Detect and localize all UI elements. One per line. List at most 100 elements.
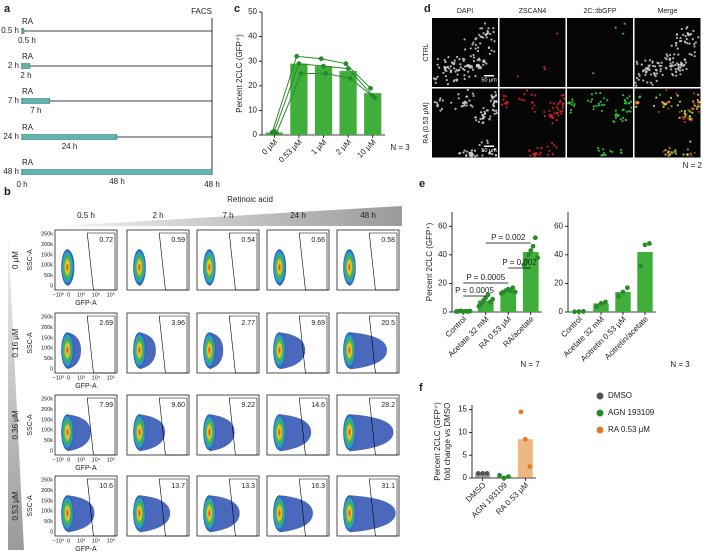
cell bbox=[502, 94, 505, 97]
cell bbox=[463, 149, 466, 152]
replicate-point bbox=[475, 471, 481, 476]
cell bbox=[691, 111, 694, 114]
cell bbox=[443, 58, 446, 61]
cell bbox=[483, 22, 487, 25]
tick-label: 0 bbox=[50, 448, 53, 454]
condition-label: RA (0.53 μM) bbox=[423, 102, 430, 143]
bar bbox=[477, 300, 494, 312]
cell bbox=[474, 43, 477, 46]
gate bbox=[228, 232, 258, 291]
cell bbox=[649, 81, 653, 84]
cell bbox=[597, 102, 600, 105]
cell bbox=[616, 114, 619, 117]
cell bbox=[534, 94, 537, 97]
cell bbox=[667, 154, 670, 157]
cell bbox=[492, 95, 496, 99]
tick-label: 10⁵ bbox=[107, 537, 115, 544]
cell bbox=[655, 79, 658, 82]
replicate-point bbox=[642, 242, 648, 248]
cell bbox=[621, 119, 624, 123]
treatment-label: RA bbox=[22, 87, 34, 96]
cell bbox=[672, 57, 675, 60]
cell bbox=[662, 105, 665, 108]
cell bbox=[471, 43, 474, 46]
replicate-point bbox=[523, 258, 529, 263]
cell bbox=[619, 118, 622, 121]
cell bbox=[671, 74, 675, 77]
gate-value: 0.58 bbox=[381, 237, 395, 244]
tick-label: 10⁵ bbox=[107, 291, 115, 298]
cell bbox=[683, 40, 687, 43]
gate-value: 3.96 bbox=[171, 320, 185, 327]
cell bbox=[612, 120, 615, 123]
gate-value: 0.66 bbox=[311, 237, 325, 244]
cell bbox=[693, 45, 696, 48]
cell bbox=[482, 106, 485, 110]
replicate-point bbox=[484, 471, 490, 476]
cell bbox=[697, 103, 700, 106]
cell bbox=[655, 96, 658, 99]
cell bbox=[484, 33, 487, 36]
cell bbox=[481, 27, 484, 30]
cell bbox=[698, 105, 701, 108]
cell bbox=[546, 153, 549, 156]
bar bbox=[314, 66, 333, 135]
cell bbox=[552, 117, 555, 120]
y-axis-label: Percent 2CLC (GFP⁺) bbox=[235, 34, 244, 113]
y-tick-label: 5 bbox=[463, 450, 468, 459]
cell bbox=[493, 40, 496, 43]
cell bbox=[690, 119, 693, 122]
micrograph bbox=[567, 88, 633, 158]
gate-value: 9.22 bbox=[241, 402, 255, 409]
cell bbox=[483, 59, 486, 62]
cell bbox=[459, 63, 462, 66]
cell bbox=[693, 55, 696, 58]
cell bbox=[668, 59, 672, 62]
tick-label: 50k bbox=[44, 519, 53, 525]
cell bbox=[600, 104, 604, 107]
cell bbox=[679, 73, 682, 76]
cell bbox=[602, 151, 606, 154]
cell bbox=[505, 100, 508, 103]
cell bbox=[469, 47, 472, 50]
cell bbox=[693, 51, 696, 54]
cell bbox=[683, 110, 687, 113]
cell bbox=[597, 149, 600, 152]
cell bbox=[665, 58, 668, 61]
cell bbox=[628, 95, 631, 98]
panel-letter: f bbox=[419, 382, 423, 394]
replicate-point bbox=[638, 263, 643, 269]
treatment-label: RA bbox=[22, 158, 34, 167]
tick-label: 200k bbox=[41, 488, 53, 494]
replicate-point bbox=[497, 472, 502, 478]
cell bbox=[486, 30, 489, 33]
x-tick-label: 0.53 μM bbox=[277, 137, 304, 164]
cell bbox=[495, 109, 498, 112]
density-core bbox=[61, 414, 74, 451]
tick-label: −10³ bbox=[53, 457, 64, 463]
bar bbox=[364, 93, 382, 135]
column-label: 24 h bbox=[290, 211, 306, 220]
cell bbox=[658, 93, 662, 96]
cell bbox=[680, 64, 683, 68]
y-tick-label: 20 bbox=[248, 81, 257, 90]
cell bbox=[600, 154, 603, 157]
cell bbox=[531, 107, 534, 110]
cell bbox=[679, 66, 682, 69]
cell bbox=[651, 83, 654, 86]
cell bbox=[479, 117, 482, 121]
cell bbox=[493, 50, 496, 53]
cell bbox=[491, 97, 494, 100]
cell bbox=[628, 110, 631, 113]
cell bbox=[609, 149, 612, 153]
panel-letter: c bbox=[234, 3, 240, 15]
cell bbox=[635, 105, 638, 108]
cell bbox=[432, 77, 435, 80]
cell bbox=[453, 59, 456, 62]
cell bbox=[481, 36, 485, 39]
replicate-point bbox=[323, 71, 329, 76]
cell bbox=[445, 78, 448, 82]
gate-value: 2.69 bbox=[99, 320, 113, 327]
cell bbox=[683, 63, 686, 67]
cell bbox=[570, 103, 573, 106]
